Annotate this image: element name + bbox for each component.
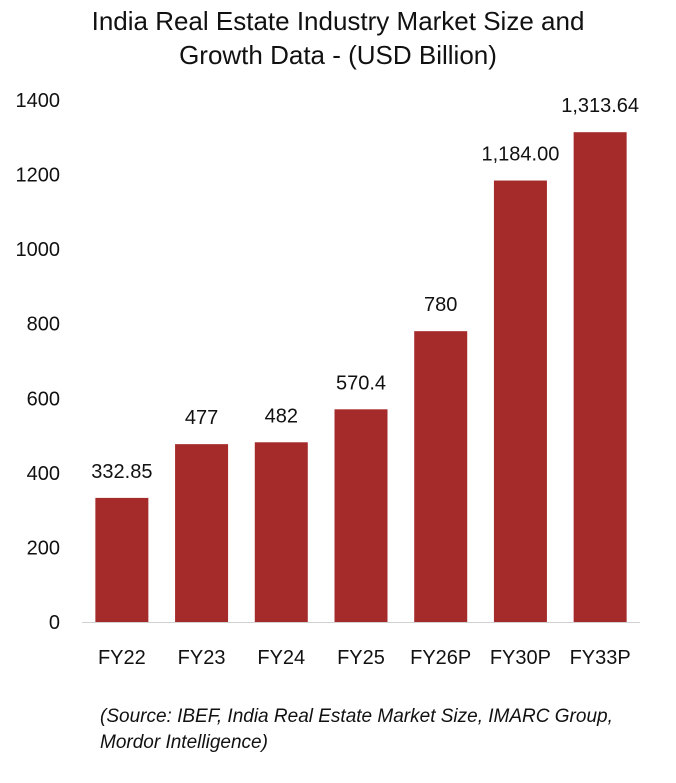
data-label-fy30p: 1,184.00: [481, 144, 559, 166]
bar-fy24: [254, 442, 308, 622]
chart-title-line-1: India Real Estate Industry Market Size a…: [91, 6, 585, 36]
y-tick-label: 600: [27, 388, 60, 410]
chart-title-line-2: Growth Data - (USD Billion): [179, 40, 497, 70]
data-label-fy25: 570.4: [336, 372, 386, 394]
bar-fy30p: [493, 180, 547, 622]
source-note-line-2: Mordor Intelligence): [100, 732, 268, 753]
y-tick-label: 1000: [16, 239, 61, 261]
y-tick-label: 200: [27, 537, 60, 559]
x-tick-label-fy25: FY25: [337, 647, 385, 669]
chart-title: India Real Estate Industry Market Size a…: [0, 4, 676, 72]
data-label-fy26p: 780: [424, 294, 457, 316]
source-note-line-1: (Source: IBEF, India Real Estate Market …: [100, 706, 613, 727]
bar-fy26p: [414, 331, 468, 622]
y-tick-label: 400: [27, 463, 60, 485]
bars: [95, 132, 627, 622]
y-tick-label: 800: [27, 314, 60, 336]
y-axis-tick-labels: 0 200 400 600 800 1000 1200 1400: [16, 90, 61, 634]
x-tick-label-fy23: FY23: [178, 647, 226, 669]
data-label-fy24: 482: [265, 405, 298, 427]
x-axis-tick-labels: FY22 FY23 FY24 FY25 FY26P FY30P FY33P: [98, 647, 631, 669]
x-tick-label-fy33p: FY33P: [570, 647, 631, 669]
source-note: (Source: IBEF, India Real Estate Market …: [100, 704, 660, 756]
x-tick-label-fy30p: FY30P: [490, 647, 551, 669]
y-tick-label: 1200: [16, 165, 61, 187]
y-tick-label: 1400: [16, 90, 61, 112]
x-tick-label-fy26p: FY26P: [410, 647, 471, 669]
x-tick-label-fy24: FY24: [257, 647, 305, 669]
bar-fy33p: [573, 132, 627, 622]
data-label-fy33p: 1,313.64: [561, 95, 639, 117]
data-label-fy23: 477: [185, 407, 218, 429]
bar-fy23: [175, 444, 229, 622]
y-tick-label: 0: [49, 612, 60, 634]
bar-fy25: [334, 409, 388, 622]
data-label-fy22: 332.85: [91, 461, 152, 483]
bar-fy22: [95, 497, 149, 622]
x-tick-label-fy22: FY22: [98, 647, 146, 669]
data-labels: 332.85 477 482 570.4 780 1,184.00 1,313.64: [91, 95, 639, 483]
